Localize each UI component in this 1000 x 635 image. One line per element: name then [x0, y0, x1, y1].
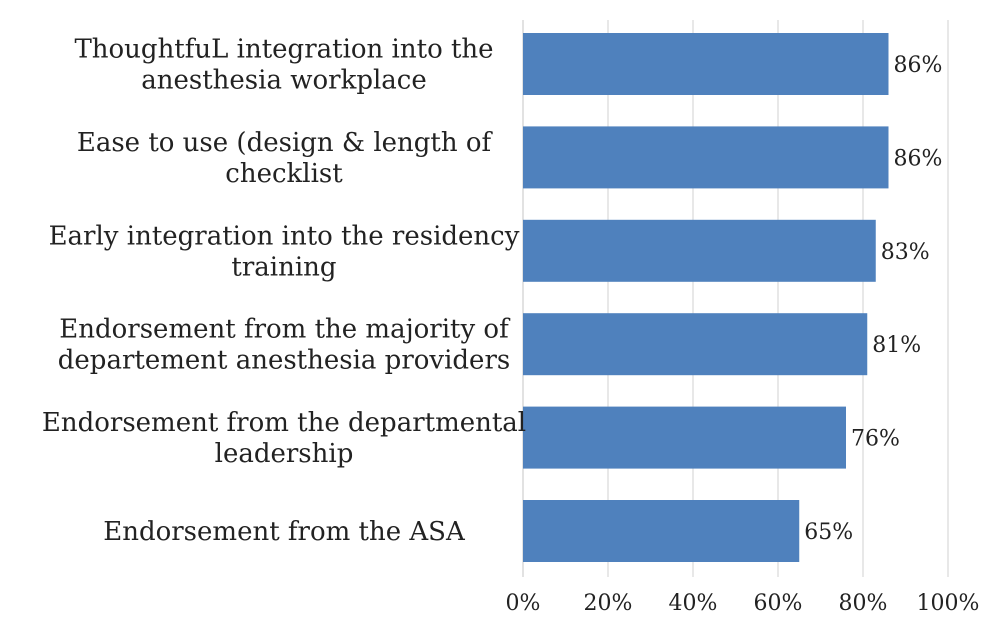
x-tick-label: 60% [754, 591, 803, 616]
value-label: 81% [872, 333, 921, 358]
category-label: ThoughtfuL integration into the anesthesi… [74, 35, 493, 96]
value-labels: 86% 86% 83% 81% 76% 65% [804, 53, 942, 545]
x-tick-label: 100% [917, 591, 980, 616]
x-tick-label: 40% [669, 591, 718, 616]
category-label: Early integration into the residency trai… [49, 221, 520, 282]
x-tick-label: 80% [839, 591, 888, 616]
grid-lines [522, 20, 949, 577]
x-tick-label: 0% [506, 591, 541, 616]
category-label: Endorsement from the majority of departem… [58, 315, 511, 376]
value-label: 65% [804, 520, 853, 545]
value-label: 86% [894, 53, 943, 78]
bar-4 [523, 313, 868, 376]
bar-5 [523, 406, 846, 469]
bars [523, 33, 889, 562]
category-labels: ThoughtfuL integration into the anesthesi… [42, 35, 526, 548]
bar-2 [523, 126, 889, 189]
bar-3 [523, 219, 876, 282]
bar-1 [523, 33, 889, 95]
category-label: Endorsement from the departmental leaders… [42, 408, 526, 469]
category-label: Endorsement from the ASA [103, 517, 466, 547]
value-label: 83% [881, 240, 930, 265]
x-tick-label: 20% [584, 591, 633, 616]
value-label: 76% [851, 427, 900, 452]
bar-6 [523, 500, 800, 562]
category-label: Ease to use (design & length of checklist [77, 128, 494, 189]
x-axis-ticks: 0% 20% 40% 60% 80% 100% [506, 591, 980, 616]
value-label: 86% [894, 146, 943, 171]
